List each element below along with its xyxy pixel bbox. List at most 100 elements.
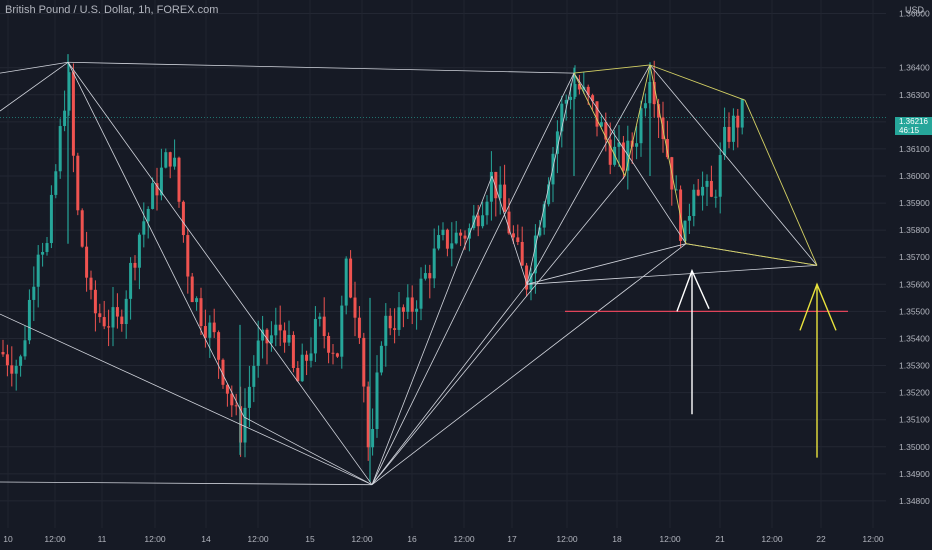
price-axis: 1.366001.364001.363001.362001.361001.360… xyxy=(886,0,932,550)
y-tick-label: 1.35800 xyxy=(899,225,930,235)
x-tick-label: 11 xyxy=(98,534,107,544)
white-pattern-line xyxy=(0,61,69,74)
candle-down xyxy=(349,258,353,298)
candle-down xyxy=(291,334,295,368)
candle-up xyxy=(481,215,485,227)
candle-down xyxy=(177,157,181,202)
candle-up xyxy=(41,251,45,255)
x-tick-label: 15 xyxy=(305,534,315,544)
last-price-badge: 1.36216 46:15 xyxy=(895,117,932,135)
x-tick-label: 22 xyxy=(816,534,826,544)
candle-down xyxy=(586,86,590,96)
white-pattern-line xyxy=(371,284,528,485)
candle-up xyxy=(23,340,27,357)
x-tick-label: 12:00 xyxy=(351,534,373,544)
candle-up xyxy=(384,315,388,346)
candle-up xyxy=(547,184,551,205)
white-pattern-line xyxy=(67,62,245,418)
candle-up xyxy=(371,429,375,448)
white-pattern-line xyxy=(371,72,575,485)
candle-down xyxy=(190,276,194,303)
x-tick-label: 12:00 xyxy=(761,534,783,544)
candle-down xyxy=(357,317,361,338)
candle-up xyxy=(45,243,49,252)
candle-down xyxy=(410,297,414,312)
candle-up xyxy=(639,108,643,144)
candle-up xyxy=(560,103,564,132)
candle-up xyxy=(498,184,502,199)
white-pattern-line xyxy=(526,73,575,285)
candle-down xyxy=(525,265,529,290)
candle-up xyxy=(683,220,687,241)
candle-up xyxy=(287,334,291,343)
candle-down xyxy=(591,95,595,102)
candle-down xyxy=(1,352,5,355)
candle-up xyxy=(313,319,317,354)
x-tick-label: 10 xyxy=(3,534,13,544)
candle-down xyxy=(503,184,507,212)
candle-up xyxy=(19,356,23,366)
x-tick-label: 12:00 xyxy=(144,534,166,544)
candle-up xyxy=(564,99,568,104)
candle-down xyxy=(652,81,656,105)
yellow-pattern-line xyxy=(573,64,651,74)
candle-down xyxy=(388,315,392,329)
candle-down xyxy=(327,336,331,353)
candle-up xyxy=(208,322,212,338)
candle-down xyxy=(665,138,669,158)
candle-up xyxy=(318,316,322,320)
candle-down xyxy=(657,104,661,118)
candle-up xyxy=(573,84,577,97)
candle-up xyxy=(718,155,722,197)
y-tick-label: 1.35900 xyxy=(899,198,930,208)
white-pattern-line xyxy=(649,64,818,266)
candle-down xyxy=(89,277,93,290)
yellow-pattern-line xyxy=(624,64,651,177)
white-pattern-line xyxy=(491,175,528,285)
y-tick-label: 1.36400 xyxy=(899,63,930,73)
candle-up xyxy=(437,235,441,249)
candle-up xyxy=(714,196,718,198)
candle-down xyxy=(305,354,309,361)
candle-up xyxy=(687,216,691,221)
yellow-pattern-line xyxy=(744,100,818,266)
candle-down xyxy=(85,246,89,278)
candle-down xyxy=(199,298,203,327)
candle-up xyxy=(555,131,559,154)
candle-down xyxy=(459,232,463,236)
candle-up xyxy=(617,142,621,147)
candle-down xyxy=(278,324,282,331)
white-pattern-line xyxy=(67,62,373,485)
candle-down xyxy=(736,115,740,128)
candle-up xyxy=(159,167,163,196)
candle-down xyxy=(445,229,449,249)
candle-down xyxy=(463,235,467,239)
candle-up xyxy=(309,353,313,361)
candle-down xyxy=(476,215,480,227)
white-pattern-line xyxy=(526,64,651,285)
candle-down xyxy=(283,330,287,343)
candle-up xyxy=(701,186,705,196)
candle-down xyxy=(577,84,581,90)
candle-down xyxy=(93,289,97,314)
candle-down xyxy=(727,126,731,142)
candle-down xyxy=(296,367,300,382)
white-pattern-line xyxy=(0,481,373,486)
candle-up xyxy=(151,183,155,209)
white-pattern-line xyxy=(67,61,575,74)
x-tick-label: 14 xyxy=(201,534,211,544)
candle-down xyxy=(71,72,75,156)
candle-up xyxy=(542,204,546,228)
time-axis-bg xyxy=(0,528,932,550)
white-pattern-line xyxy=(371,175,493,485)
candle-up xyxy=(54,171,58,195)
yellow-pattern-line xyxy=(685,243,818,266)
candle-up xyxy=(415,308,419,312)
x-tick-label: 12:00 xyxy=(453,534,475,544)
candle-down xyxy=(335,353,339,357)
candle-down xyxy=(265,329,269,344)
candle-down xyxy=(621,142,625,171)
candle-up xyxy=(67,72,71,111)
candle-down xyxy=(107,326,111,328)
